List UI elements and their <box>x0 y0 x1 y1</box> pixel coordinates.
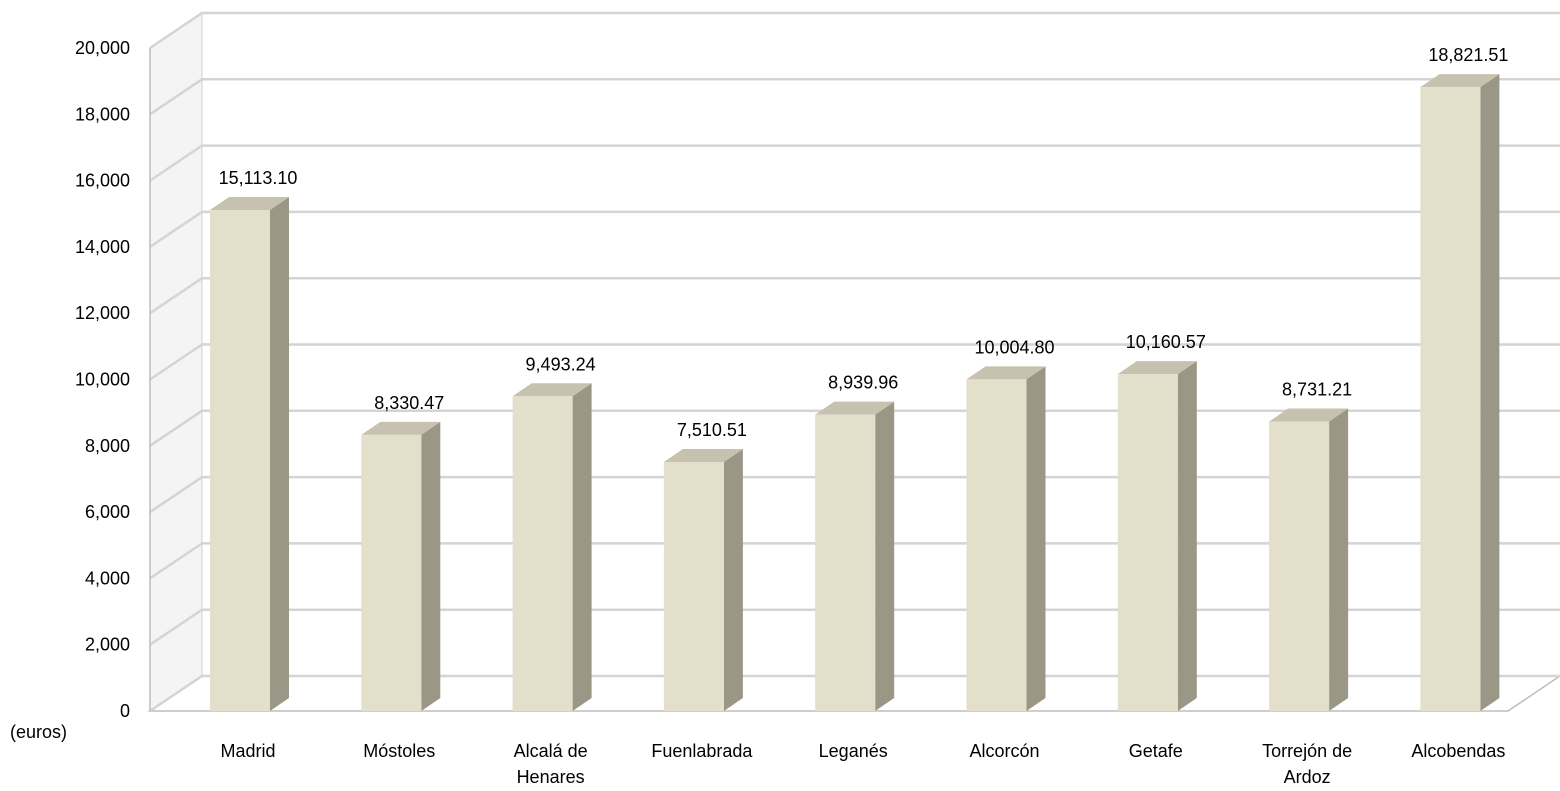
data-label: 8,731.21 <box>1282 380 1352 400</box>
x-category-label: Getafe <box>1129 741 1183 761</box>
y-tick-label: 6,000 <box>85 502 130 522</box>
y-tick-label: 8,000 <box>85 436 130 456</box>
bar-front <box>1117 374 1178 711</box>
bar-front <box>512 396 573 711</box>
bar-top <box>1420 74 1500 88</box>
bar-front <box>210 210 270 711</box>
gridline <box>149 608 1560 646</box>
bar <box>815 401 895 711</box>
bar <box>210 197 289 711</box>
data-label: 7,510.51 <box>677 420 747 440</box>
bar-side <box>270 197 289 711</box>
gridline <box>149 674 1560 713</box>
bar-front <box>815 414 876 711</box>
gridline <box>149 78 1560 116</box>
gridline <box>149 542 1560 580</box>
y-tick-label: 10,000 <box>75 370 130 390</box>
bar <box>663 449 743 711</box>
gridline <box>149 276 1560 315</box>
data-label: 15,113.10 <box>219 168 298 188</box>
unit-label: (euros) <box>10 722 67 742</box>
bar-side <box>1329 408 1349 711</box>
y-tick-label: 0 <box>120 701 130 721</box>
bar-side <box>1480 74 1500 711</box>
bar-top <box>966 366 1046 380</box>
bar-front <box>966 379 1027 711</box>
x-category-label: Madrid <box>220 741 275 761</box>
x-axis-categories: Madrid Móstoles Alcalá de Henares Fuenlabrad… <box>220 741 1505 787</box>
data-label: 9,493.24 <box>526 354 596 374</box>
y-tick-label: 18,000 <box>75 104 130 124</box>
gridline <box>149 11 1560 50</box>
bars <box>210 74 1500 711</box>
bar-front <box>361 434 422 711</box>
y-tick-label: 4,000 <box>85 568 130 588</box>
gridline <box>149 144 1560 182</box>
gridline <box>149 475 1560 514</box>
y-tick-label: 14,000 <box>75 237 130 257</box>
data-label: 10,004.80 <box>974 337 1054 357</box>
gridline <box>149 409 1560 447</box>
bar-side <box>1026 366 1046 711</box>
x-category-label: Alcalá de Henares <box>514 741 588 787</box>
bar-top <box>1269 408 1349 422</box>
bar-top <box>663 449 743 463</box>
bar-top <box>361 421 441 435</box>
y-axis-ticks: 0 2,000 4,000 6,000 8,000 10,000 12,000 14,000 1… <box>75 38 130 721</box>
data-labels: 15,113.10 8,330.47 9,493.24 7,510.51 8,939.9… <box>219 45 1509 440</box>
x-category-label: Torrejón de Ardoz <box>1262 741 1352 787</box>
bar-front <box>1269 421 1330 711</box>
bar-top <box>1117 361 1197 375</box>
x-category-label: Leganés <box>819 741 888 761</box>
bar-side <box>572 383 592 711</box>
data-label: 8,330.47 <box>374 393 444 413</box>
y-tick-label: 16,000 <box>75 171 130 191</box>
bar <box>1420 74 1500 711</box>
data-label: 10,160.57 <box>1126 332 1206 352</box>
x-category-label: Alcorcón <box>969 741 1039 761</box>
x-category-label: Móstoles <box>363 741 435 761</box>
bar-front <box>1420 87 1481 711</box>
x-category-label: Fuenlabrada <box>651 741 753 761</box>
x-category-label: Alcobendas <box>1411 741 1505 761</box>
bar <box>966 366 1046 711</box>
bar-top <box>512 383 592 397</box>
bar <box>512 383 592 711</box>
data-label: 8,939.96 <box>828 373 898 393</box>
bar-side <box>1177 361 1197 711</box>
bar-top <box>210 197 289 211</box>
bar <box>1269 408 1349 711</box>
bar <box>1117 361 1197 711</box>
gridlines <box>149 11 1560 713</box>
y-tick-label: 20,000 <box>75 38 130 58</box>
gridline <box>149 343 1560 381</box>
bar <box>361 421 441 711</box>
data-label: 18,821.51 <box>1428 45 1508 65</box>
bar-side <box>875 401 895 711</box>
bar-top <box>815 401 895 415</box>
bar-front <box>663 462 724 711</box>
y-tick-label: 12,000 <box>75 303 130 323</box>
gridline <box>149 210 1560 248</box>
bar-side <box>723 449 743 711</box>
y-tick-label: 2,000 <box>85 635 130 655</box>
bar-side <box>421 421 441 711</box>
